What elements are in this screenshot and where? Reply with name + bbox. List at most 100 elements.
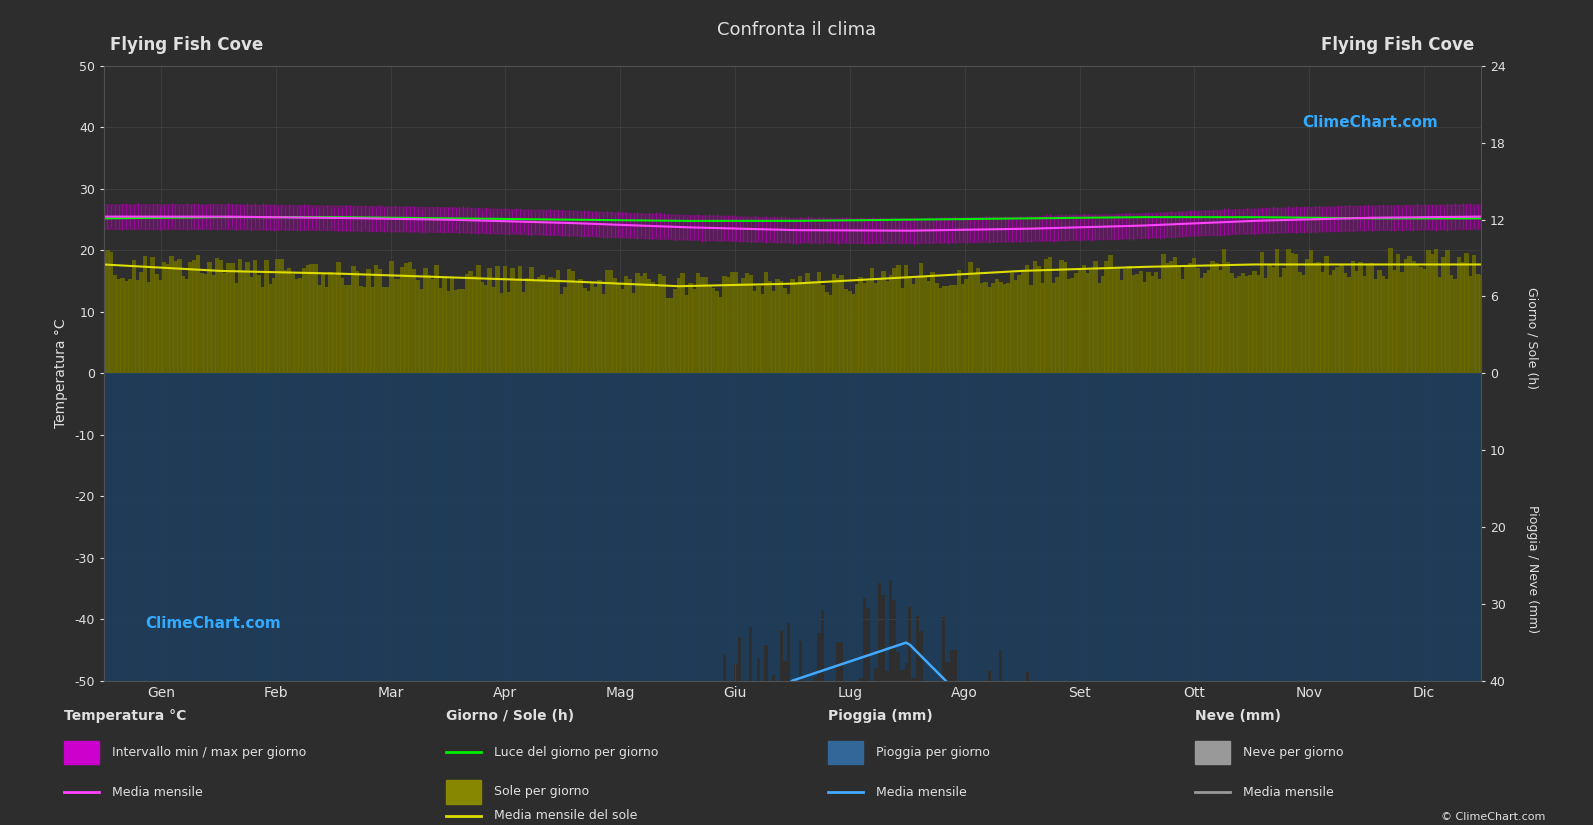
Bar	[147, 374, 151, 825]
Bar	[495, 374, 500, 825]
Bar	[867, 374, 870, 607]
Bar	[1461, 262, 1466, 374]
Bar	[620, 374, 624, 825]
Bar	[642, 374, 647, 759]
Text: Temperatura °C: Temperatura °C	[64, 709, 186, 723]
Bar	[1464, 374, 1469, 825]
Bar	[1286, 374, 1290, 825]
Bar	[776, 280, 779, 374]
Bar	[446, 780, 481, 804]
Text: Media mensile: Media mensile	[1243, 785, 1333, 799]
Text: Flying Fish Cove: Flying Fish Cove	[1321, 35, 1475, 54]
Bar	[139, 374, 143, 825]
Text: Pioggia (mm): Pioggia (mm)	[828, 709, 933, 723]
Bar	[980, 374, 984, 730]
Bar	[1123, 269, 1128, 374]
Bar	[1301, 374, 1306, 825]
Bar	[177, 374, 182, 825]
Bar	[1294, 254, 1298, 374]
Bar	[306, 266, 311, 374]
Bar	[586, 290, 591, 374]
Bar	[347, 374, 352, 825]
Bar	[279, 258, 284, 374]
Bar	[1093, 374, 1098, 808]
Bar	[449, 278, 454, 374]
Bar	[570, 374, 575, 825]
Bar	[1090, 374, 1094, 825]
Bar	[521, 292, 526, 374]
Bar	[1255, 276, 1260, 374]
Bar	[972, 374, 977, 759]
Bar	[941, 374, 946, 617]
Bar	[507, 292, 511, 374]
Bar	[1123, 374, 1128, 825]
Bar	[460, 289, 465, 374]
Bar	[1467, 374, 1472, 825]
Bar	[1048, 374, 1053, 768]
Bar	[1150, 276, 1155, 374]
Bar	[1203, 374, 1207, 825]
Bar	[1002, 374, 1007, 766]
Bar	[843, 289, 847, 374]
Bar	[510, 374, 515, 825]
Bar	[911, 374, 916, 678]
Bar	[914, 278, 919, 374]
Bar	[878, 374, 883, 583]
Bar	[1002, 285, 1007, 374]
Bar	[612, 374, 616, 800]
Bar	[105, 374, 110, 825]
Bar	[185, 279, 190, 374]
Bar	[763, 272, 768, 374]
Bar	[1029, 285, 1034, 374]
Bar	[1472, 255, 1477, 374]
Bar	[1192, 374, 1196, 825]
Bar	[1437, 276, 1442, 374]
Bar	[460, 374, 465, 825]
Bar	[798, 374, 803, 641]
Bar	[1298, 374, 1301, 825]
Bar	[400, 374, 405, 825]
Bar	[1260, 252, 1265, 374]
Bar	[1362, 374, 1367, 825]
Bar	[760, 295, 765, 374]
Bar	[336, 262, 341, 374]
Bar	[393, 374, 397, 825]
Bar	[438, 374, 443, 825]
Bar	[631, 374, 636, 825]
Bar	[344, 285, 349, 374]
Text: ClimeChart.com: ClimeChart.com	[145, 616, 280, 631]
Bar	[1098, 283, 1101, 374]
Bar	[746, 273, 749, 374]
Bar	[1142, 374, 1147, 825]
Bar	[787, 374, 792, 623]
Bar	[113, 374, 118, 825]
Bar	[1241, 374, 1246, 825]
Bar	[1172, 374, 1177, 825]
Bar	[828, 374, 833, 727]
Bar	[1282, 374, 1287, 825]
Bar	[1222, 249, 1227, 374]
Bar	[859, 277, 863, 374]
Bar	[374, 266, 379, 374]
Bar	[991, 374, 996, 768]
Bar	[930, 374, 935, 719]
Text: Giorno / Sole (h): Giorno / Sole (h)	[1526, 287, 1539, 389]
Bar	[1211, 261, 1215, 374]
Bar	[303, 374, 306, 825]
Bar	[1442, 374, 1446, 825]
Bar	[162, 374, 166, 825]
Text: Neve per giorno: Neve per giorno	[1243, 746, 1343, 759]
Bar	[438, 288, 443, 374]
Text: Media mensile: Media mensile	[112, 785, 202, 799]
Bar	[1321, 271, 1325, 374]
Bar	[840, 276, 844, 374]
Bar	[1010, 374, 1015, 825]
Bar	[699, 374, 704, 693]
Bar	[284, 270, 287, 374]
Bar	[782, 288, 787, 374]
Bar	[465, 374, 470, 825]
Bar	[1145, 374, 1150, 825]
Bar	[980, 283, 984, 374]
Bar	[1051, 374, 1056, 795]
Bar	[158, 280, 162, 374]
